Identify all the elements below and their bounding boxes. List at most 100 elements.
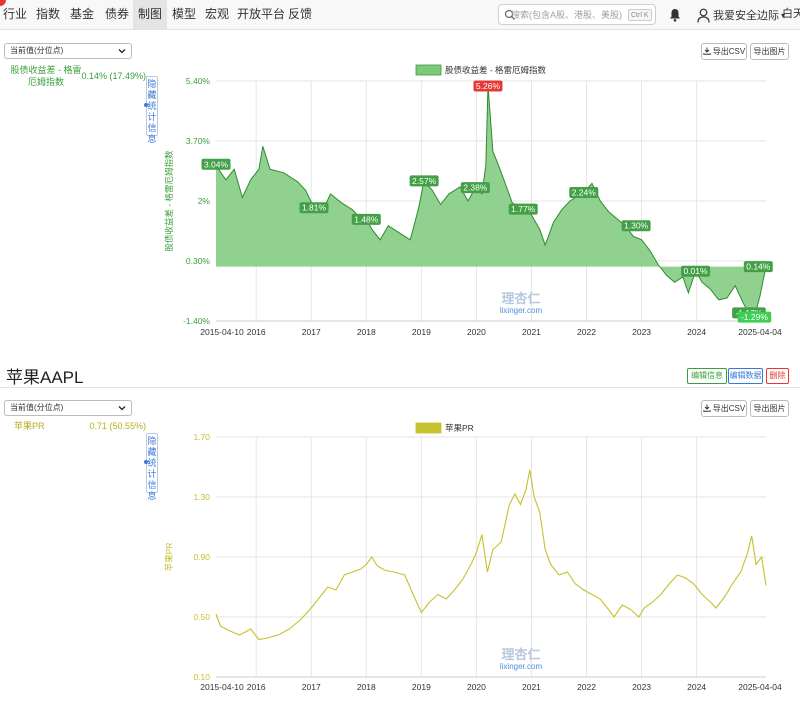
download-icon bbox=[703, 47, 711, 55]
nav-item-bond[interactable]: 债券 bbox=[104, 7, 129, 21]
data-label: 2.38% bbox=[460, 182, 490, 194]
data-label-text: 2.24% bbox=[572, 188, 597, 198]
edit-data-button[interactable]: 编辑数据 bbox=[728, 368, 763, 384]
value-mode-select-2[interactable]: 当前值(分位点) bbox=[4, 400, 132, 416]
x-tick-label: 2022 bbox=[577, 682, 596, 692]
x-tick-label: 2024 bbox=[687, 682, 706, 692]
nav-item-charting[interactable]: 制图 bbox=[133, 0, 167, 29]
section-divider bbox=[0, 387, 800, 388]
data-label: 1.48% bbox=[351, 213, 381, 225]
legend-swatch bbox=[415, 422, 442, 434]
y-tick-label: 0.50 bbox=[193, 612, 210, 622]
x-tick-label: 2025-04-04 bbox=[738, 327, 782, 337]
watermark-url: lixinger.com bbox=[500, 306, 543, 315]
shortcut-hint: Ctrl K bbox=[628, 9, 652, 21]
user-icon bbox=[697, 8, 710, 23]
data-label: -1.29% bbox=[737, 311, 772, 323]
bell-icon[interactable] bbox=[669, 8, 681, 22]
data-label-box bbox=[201, 158, 231, 170]
select-value: 当前值(分位点) bbox=[10, 403, 64, 412]
x-tick-label: 2020 bbox=[467, 682, 486, 692]
series-name: 苹果PR bbox=[14, 421, 45, 431]
select-value: 当前值(分位点) bbox=[10, 46, 64, 55]
series-area bbox=[216, 85, 766, 318]
y-tick-label: 0.10 bbox=[193, 672, 210, 682]
data-label: 2.57% bbox=[409, 175, 439, 187]
hide-stats-label: 隐藏统计信息 bbox=[147, 436, 157, 501]
x-tick-label: 2018 bbox=[357, 682, 376, 692]
y-axis-title: 苹果PR bbox=[164, 543, 174, 572]
data-label-box bbox=[460, 182, 490, 194]
theme-toggle[interactable]: 白天 bbox=[782, 8, 800, 20]
data-label: 2.24% bbox=[569, 187, 599, 199]
nav-item-index[interactable]: 指数 bbox=[35, 7, 60, 21]
x-tick-label: 2015-04-10 bbox=[200, 327, 244, 337]
user-menu[interactable]: 我爱安全边际 ▾ bbox=[697, 6, 785, 24]
export-image-button-2[interactable]: 导出图片 bbox=[750, 400, 789, 417]
chevron-down-icon bbox=[118, 49, 126, 54]
nav-item-fund[interactable]: 基金 bbox=[69, 7, 94, 21]
export-image-button-1[interactable]: 导出图片 bbox=[750, 43, 789, 60]
x-tick-label: 2016 bbox=[247, 682, 266, 692]
data-label-text: 0.14% bbox=[746, 262, 771, 272]
data-label-text: 2.57% bbox=[412, 176, 437, 186]
data-label-box bbox=[621, 220, 651, 232]
watermark-logo: 理杏仁 bbox=[501, 291, 540, 306]
export-csv-button-1[interactable]: 导出CSV bbox=[701, 43, 747, 60]
data-label-text: -1.29% bbox=[741, 312, 768, 322]
x-tick-label: 2023 bbox=[632, 682, 651, 692]
data-label-text: 5.26% bbox=[476, 81, 501, 91]
nav-item-industry[interactable]: 行业 bbox=[2, 7, 27, 21]
data-label: 3.04% bbox=[201, 158, 231, 170]
data-label: 0.01% bbox=[681, 265, 711, 277]
data-label-text: 1.81% bbox=[302, 203, 327, 213]
watermark-logo: 理杏仁 bbox=[501, 647, 540, 662]
x-tick-label: 2025-04-04 bbox=[738, 682, 782, 692]
nav-item-open-platform[interactable]: 开放平台 bbox=[236, 7, 285, 21]
notification-dot bbox=[0, 0, 6, 6]
nav-item-macro[interactable]: 宏观 bbox=[204, 7, 229, 21]
data-label: 5.26% bbox=[473, 80, 503, 92]
data-label: 1.81% bbox=[299, 202, 329, 214]
x-tick-label: 2019 bbox=[412, 682, 431, 692]
y-tick-label: -1.40% bbox=[183, 316, 210, 326]
series-line bbox=[215, 469, 767, 641]
x-tick-label: 2017 bbox=[302, 682, 321, 692]
series-value: 0.71 (50.55%) bbox=[89, 421, 146, 431]
toggle-dot bbox=[144, 103, 148, 107]
value-mode-select-1[interactable]: 当前值(分位点) bbox=[4, 43, 132, 59]
download-icon bbox=[703, 404, 711, 412]
data-label-box bbox=[569, 187, 599, 199]
data-label: 0.14% bbox=[743, 261, 773, 273]
nav-item-model[interactable]: 模型 bbox=[171, 7, 196, 21]
series-name: 股债收益差 - 格雷厄姆指数 bbox=[10, 65, 82, 87]
data-label-box bbox=[508, 203, 538, 215]
y-tick-label: 2% bbox=[198, 196, 211, 206]
section-title: 苹果AAPL bbox=[6, 368, 84, 387]
data-label-text: 1.30% bbox=[624, 221, 649, 231]
delete-button[interactable]: 删除 bbox=[766, 368, 789, 384]
data-label-box bbox=[743, 261, 773, 273]
hide-stats-toggle-2[interactable]: 隐藏统计信息 bbox=[144, 433, 158, 501]
data-label-box bbox=[351, 213, 381, 225]
search-box[interactable]: Ctrl K bbox=[498, 4, 656, 25]
stats-legend-1: 股债收益差 - 格雷厄姆指数 0.14% (17.49%) bbox=[8, 64, 148, 90]
y-tick-label: 5.40% bbox=[186, 76, 211, 86]
export-csv-button-2[interactable]: 导出CSV bbox=[701, 400, 747, 417]
top-nav: 行业 指数 基金 债券 制图 模型 宏观 开放平台 反馈 Ctrl K 我爱安全… bbox=[0, 0, 800, 30]
y-tick-label: 1.30 bbox=[193, 492, 210, 502]
data-label-box bbox=[473, 80, 503, 92]
x-tick-label: 2021 bbox=[522, 327, 541, 337]
hide-stats-toggle-1[interactable]: 隐藏统计信息 bbox=[144, 76, 158, 144]
x-tick-label: 2020 bbox=[467, 327, 486, 337]
data-label: 1.77% bbox=[508, 203, 538, 215]
edit-info-button[interactable]: 编辑信息 bbox=[687, 368, 727, 384]
data-label-text: 0.01% bbox=[683, 266, 708, 276]
nav-item-feedback[interactable]: 反馈 bbox=[288, 7, 313, 21]
search-input[interactable] bbox=[511, 7, 625, 22]
y-axis-title: 股债收益差 - 格雷厄姆指数 bbox=[164, 150, 174, 252]
export-image-label: 导出图片 bbox=[753, 47, 786, 56]
export-image-label: 导出图片 bbox=[753, 404, 786, 413]
